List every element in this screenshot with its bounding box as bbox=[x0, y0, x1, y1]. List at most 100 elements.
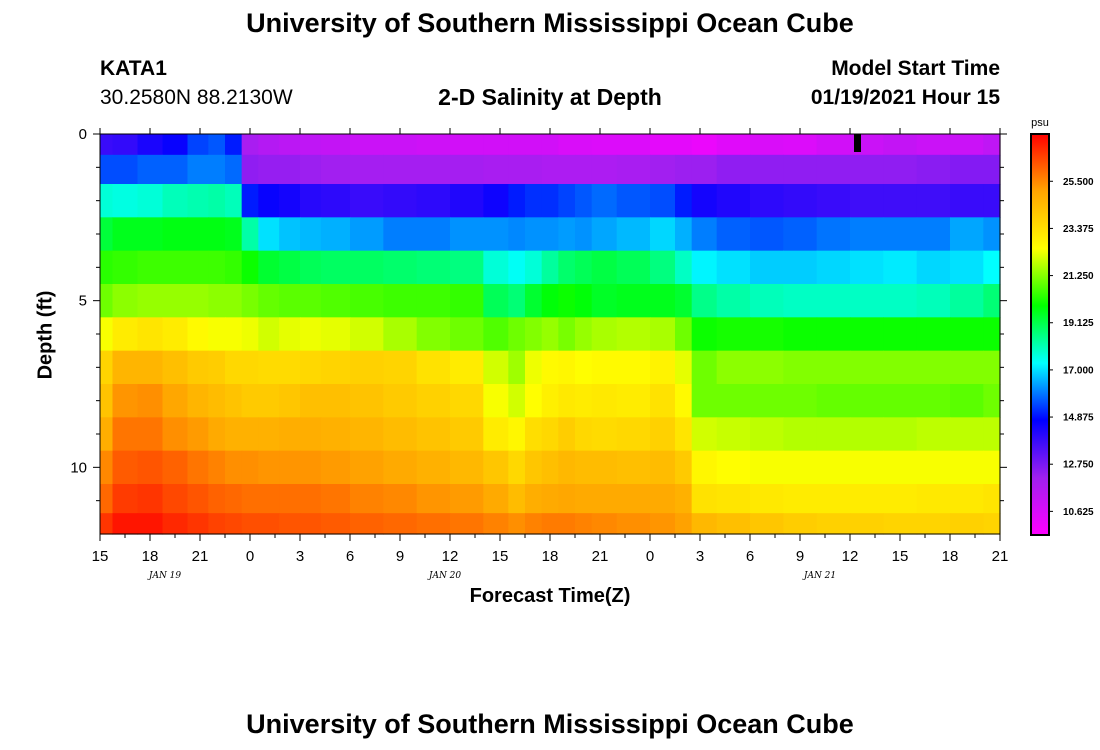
heatmap-cell bbox=[650, 484, 676, 514]
heatmap-cell bbox=[541, 217, 559, 252]
heatmap-cell bbox=[112, 284, 139, 318]
heatmap-cell bbox=[162, 484, 189, 514]
heatmap-cell bbox=[716, 217, 751, 252]
heatmap-cell bbox=[883, 250, 918, 285]
heatmap-cell bbox=[525, 184, 543, 218]
heatmap-cell bbox=[983, 484, 1001, 514]
heatmap-cell bbox=[225, 250, 243, 285]
heatmap-cell bbox=[508, 513, 526, 535]
heatmap-cell bbox=[916, 384, 951, 418]
heatmap-cell bbox=[750, 184, 784, 218]
heatmap-cell bbox=[508, 134, 526, 156]
heatmap-cell bbox=[383, 184, 418, 218]
heatmap-cell bbox=[416, 184, 451, 218]
heatmap-cell bbox=[650, 154, 676, 185]
heatmap-cell bbox=[383, 217, 418, 252]
heatmap-cell bbox=[208, 250, 226, 285]
heatmap-cell bbox=[279, 417, 301, 452]
heatmap-cell bbox=[525, 217, 543, 252]
heatmap-cell bbox=[558, 417, 576, 452]
heatmap-cell bbox=[591, 450, 618, 485]
heatmap-cell bbox=[350, 417, 384, 452]
heatmap-cell bbox=[112, 134, 139, 156]
heatmap-cell bbox=[850, 184, 884, 218]
colorbar-unit: psu bbox=[1031, 117, 1049, 129]
heatmap-cell bbox=[100, 250, 114, 285]
heatmap-cell bbox=[300, 134, 322, 156]
heatmap-cell bbox=[162, 154, 189, 185]
heatmap-cell bbox=[691, 154, 718, 185]
heatmap-cell bbox=[383, 450, 418, 485]
heatmap-cell bbox=[916, 217, 951, 252]
heatmap-cell bbox=[750, 350, 784, 385]
heatmap-cell bbox=[541, 250, 559, 285]
heatmap-cell bbox=[450, 350, 484, 385]
heatmap-cell bbox=[850, 250, 884, 285]
heatmap-cell bbox=[450, 450, 484, 485]
x-tick-label: 6 bbox=[746, 548, 754, 565]
heatmap-cell bbox=[575, 450, 593, 485]
heatmap-cells bbox=[100, 134, 1001, 535]
heatmap-cell bbox=[883, 217, 918, 252]
now-marker bbox=[854, 134, 861, 152]
heatmap-cell bbox=[950, 513, 984, 535]
heatmap-cell bbox=[816, 154, 851, 185]
heatmap-cell bbox=[483, 384, 509, 418]
heatmap-cell bbox=[525, 284, 543, 318]
heatmap-cell bbox=[112, 217, 139, 252]
heatmap-cell bbox=[300, 184, 322, 218]
heatmap-cell bbox=[320, 484, 351, 514]
heatmap-cell bbox=[187, 513, 209, 535]
heatmap-cell bbox=[508, 284, 526, 318]
heatmap-cell bbox=[675, 284, 693, 318]
page-title: University of Southern Mississippi Ocean… bbox=[246, 8, 854, 38]
heatmap-cell bbox=[525, 384, 543, 418]
heatmap-cell bbox=[525, 417, 543, 452]
heatmap-cell bbox=[983, 184, 1001, 218]
heatmap-cell bbox=[508, 250, 526, 285]
heatmap-cell bbox=[616, 417, 651, 452]
y-tick-label: 5 bbox=[79, 293, 87, 310]
heatmap-cell bbox=[162, 284, 189, 318]
colorbar-tick-label: 10.625 bbox=[1063, 507, 1094, 518]
x-tick-label: 12 bbox=[842, 548, 859, 565]
heatmap-cell bbox=[383, 250, 418, 285]
heatmap-cell bbox=[416, 317, 451, 352]
heatmap-cell bbox=[208, 284, 226, 318]
heatmap-cell bbox=[100, 154, 114, 185]
heatmap-cell bbox=[783, 350, 818, 385]
heatmap-cell bbox=[591, 513, 618, 535]
heatmap-cell bbox=[650, 250, 676, 285]
heatmap-cell bbox=[162, 134, 189, 156]
heatmap-cell bbox=[208, 154, 226, 185]
heatmap-cell bbox=[750, 484, 784, 514]
heatmap-cell bbox=[575, 284, 593, 318]
heatmap-cell bbox=[983, 450, 1001, 485]
colorbar-tick-label: 19.125 bbox=[1063, 318, 1094, 329]
heatmap-cell bbox=[350, 134, 384, 156]
heatmap-cell bbox=[483, 250, 509, 285]
heatmap-cell bbox=[350, 513, 384, 535]
heatmap-cell bbox=[350, 317, 384, 352]
heatmap-cell bbox=[816, 134, 851, 156]
heatmap-cell bbox=[883, 184, 918, 218]
heatmap-cell bbox=[650, 450, 676, 485]
heatmap-cell bbox=[258, 450, 280, 485]
heatmap-cell bbox=[258, 350, 280, 385]
heatmap-cell bbox=[225, 350, 243, 385]
heatmap-cell bbox=[783, 217, 818, 252]
heatmap-cell bbox=[541, 284, 559, 318]
x-tick-label: 3 bbox=[696, 548, 704, 565]
heatmap-cell bbox=[983, 417, 1001, 452]
heatmap-cell bbox=[950, 317, 984, 352]
heatmap-cell bbox=[883, 350, 918, 385]
heatmap-cell bbox=[575, 317, 593, 352]
heatmap-cell bbox=[716, 134, 751, 156]
heatmap-cell bbox=[716, 513, 751, 535]
heatmap-cell bbox=[508, 184, 526, 218]
heatmap-cell bbox=[258, 184, 280, 218]
heatmap-cell bbox=[541, 317, 559, 352]
heatmap-cell bbox=[675, 513, 693, 535]
heatmap-cell bbox=[983, 284, 1001, 318]
heatmap-cell bbox=[162, 513, 189, 535]
